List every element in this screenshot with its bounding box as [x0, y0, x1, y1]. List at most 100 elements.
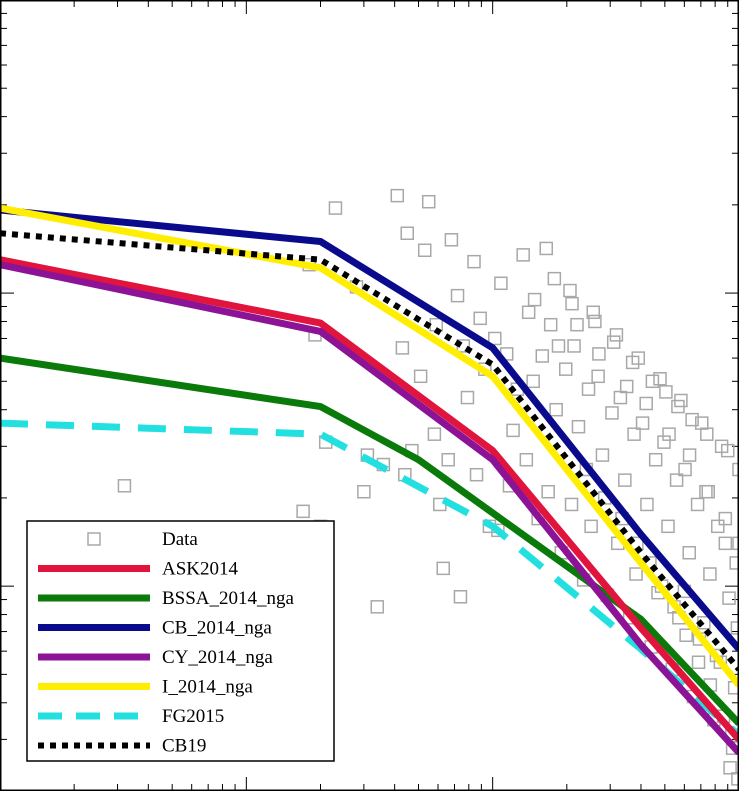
- data-point: [444, 233, 459, 247]
- data-point: [581, 382, 596, 396]
- data-point: [469, 467, 484, 482]
- data-point: [491, 523, 505, 538]
- data-point: [682, 448, 697, 462]
- legend-label: FG2015: [162, 706, 224, 727]
- data-point: [564, 497, 579, 512]
- data-point: [413, 369, 428, 384]
- data-point: [541, 484, 555, 499]
- data-point: [653, 372, 667, 386]
- data-point: [700, 427, 714, 441]
- series-line-ask2014: [0, 256, 739, 742]
- series-line-cb-2014-nga: [0, 206, 739, 652]
- legend-entry: Data: [87, 529, 198, 550]
- data-point: [722, 591, 736, 605]
- legend-label: BSSA_2014_nga: [162, 588, 295, 609]
- data-point: [328, 201, 343, 215]
- data-point: [527, 292, 542, 307]
- data-point: [695, 416, 709, 430]
- data-point: [417, 243, 432, 257]
- data-point: [605, 406, 619, 420]
- data-point: [661, 519, 675, 534]
- data-point: [718, 536, 733, 551]
- series-lines-layer: [0, 204, 739, 756]
- data-point: [671, 399, 685, 414]
- data-point: [669, 473, 684, 487]
- data-point: [659, 385, 673, 399]
- data-point: [519, 452, 534, 467]
- legend-entry: ASK2014: [38, 559, 239, 580]
- data-point: [558, 362, 573, 376]
- data-point: [732, 536, 739, 551]
- data-point: [506, 423, 520, 438]
- data-point: [357, 484, 371, 499]
- legend-entry: CB19: [38, 736, 206, 757]
- data-point: [730, 621, 739, 635]
- data-point: [584, 519, 598, 534]
- data-point: [645, 374, 660, 389]
- data-point: [526, 374, 540, 389]
- legend: Data ASK2014 BSSA_2014_nga CB_2014_nga CY_20…: [26, 520, 335, 762]
- data-point: [586, 305, 600, 320]
- data-point: [639, 396, 653, 411]
- legend-entry: CB_2014_nga: [38, 618, 272, 639]
- data-point: [678, 462, 692, 477]
- data-point: [619, 379, 634, 394]
- data-point: [729, 556, 739, 570]
- data-point: [618, 473, 632, 487]
- data-point: [565, 296, 579, 311]
- data-point: [588, 314, 602, 329]
- data-point: [657, 435, 671, 449]
- data-point: [682, 546, 696, 560]
- series-line-bssa-2014-nga: [0, 354, 739, 726]
- data-point: [450, 288, 465, 303]
- legend-label: CB_2014_nga: [162, 618, 272, 639]
- data-point: [720, 443, 735, 458]
- data-point: [679, 628, 693, 642]
- data-point: [690, 497, 705, 512]
- data-point: [571, 419, 586, 434]
- data-point: [547, 271, 562, 286]
- data-point: [494, 276, 508, 291]
- data-point: [606, 335, 621, 349]
- data-point: [711, 519, 725, 534]
- data-point: [117, 479, 132, 493]
- data-point: [488, 331, 502, 346]
- data-point: [296, 504, 310, 519]
- data-point: [685, 412, 699, 427]
- data-point: [441, 452, 455, 467]
- data-point: [539, 241, 553, 256]
- data-point: [592, 347, 606, 361]
- series-line-cy-2014-nga: [0, 261, 739, 756]
- data-point: [662, 427, 676, 441]
- data-point: [732, 462, 739, 477]
- data-point: [591, 369, 605, 384]
- data-point: [453, 590, 468, 604]
- data-point: [629, 567, 643, 581]
- legend-entry: BSSA_2014_nga: [38, 588, 295, 609]
- data-point: [370, 600, 385, 614]
- data-point: [535, 349, 550, 363]
- data-point: [400, 226, 414, 241]
- data-point: [460, 390, 475, 405]
- data-point: [625, 355, 640, 370]
- data-point: [516, 248, 530, 262]
- legend-label: Data: [162, 529, 198, 550]
- data-point: [718, 511, 733, 526]
- data-point: [570, 317, 584, 332]
- data-point: [551, 339, 566, 353]
- legend-entry: CY_2014_nga: [38, 647, 273, 668]
- data-point: [595, 448, 610, 462]
- legend-label: CY_2014_nga: [162, 647, 273, 668]
- data-point: [701, 484, 715, 499]
- data-point: [421, 194, 436, 209]
- data-point: [395, 341, 410, 355]
- legend-box: [26, 520, 335, 762]
- legend-marker: [87, 532, 101, 546]
- legend-entry: I_2014_nga: [38, 677, 253, 698]
- data-point: [703, 567, 717, 581]
- legend-label: CB19: [162, 736, 206, 757]
- data-point: [627, 427, 641, 441]
- data-point: [563, 283, 577, 298]
